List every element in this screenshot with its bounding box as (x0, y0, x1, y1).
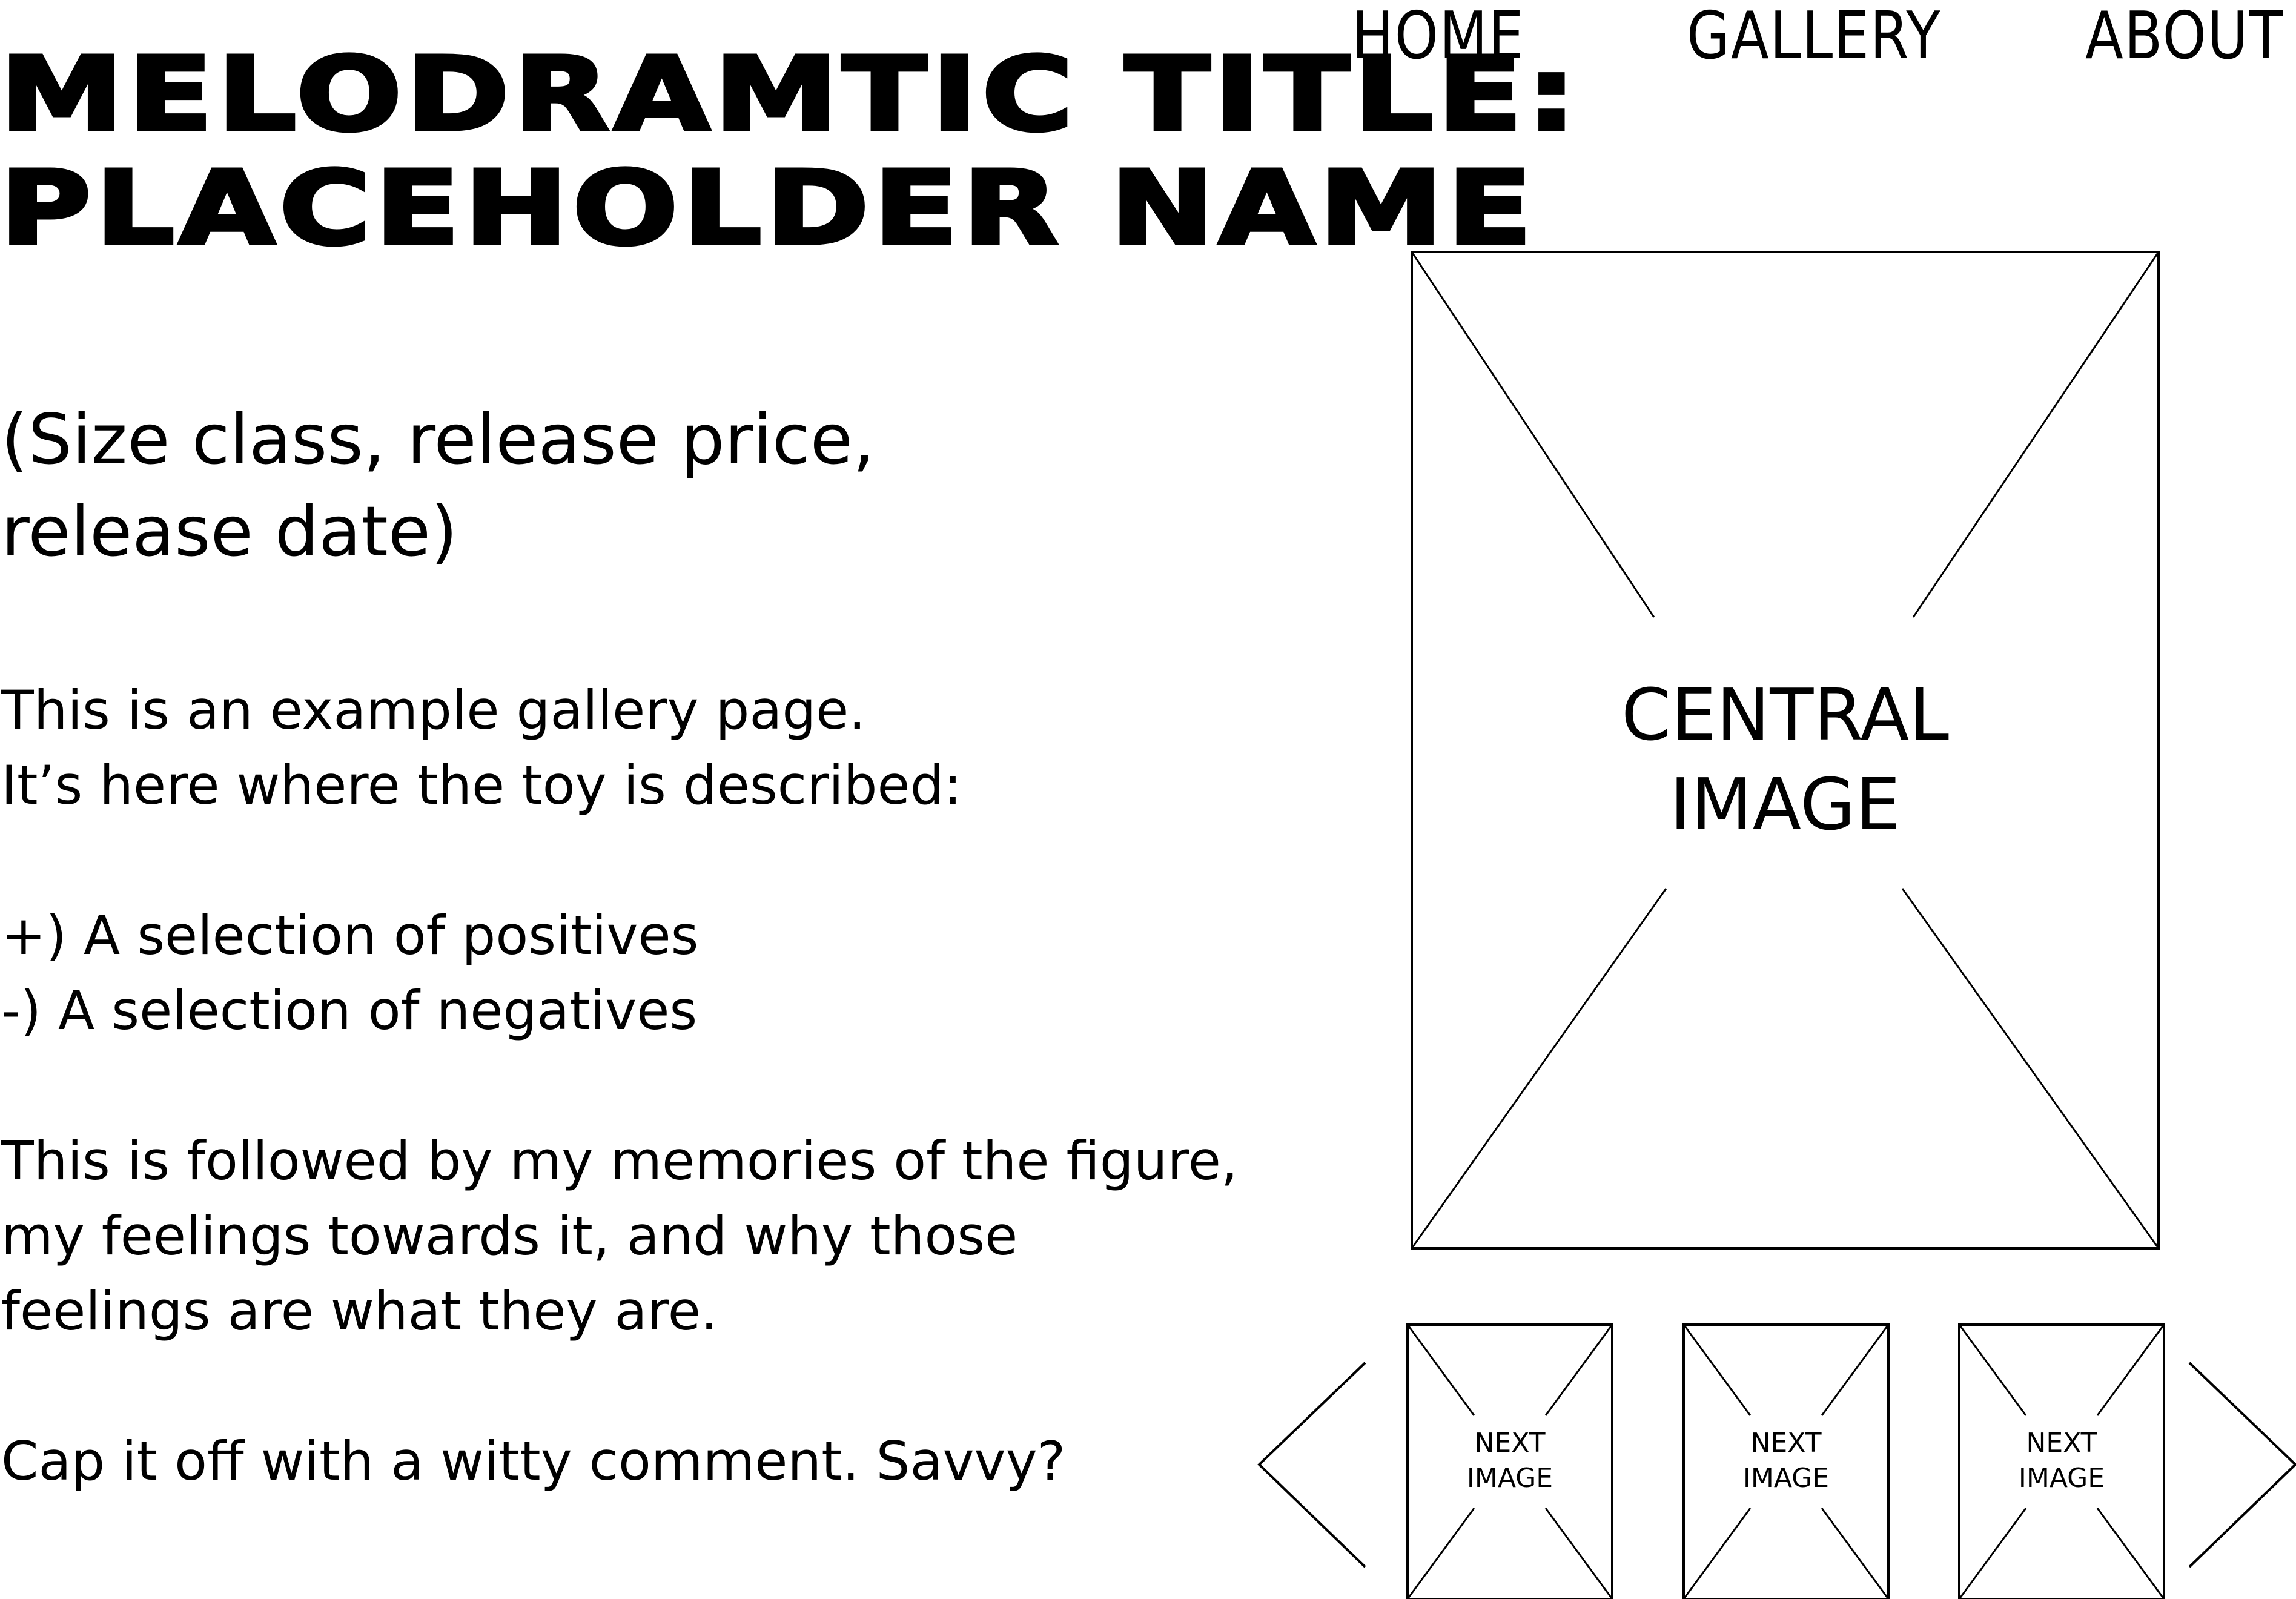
toy-description: This is an example gallery page. It’s he… (1, 673, 1243, 1499)
thumbnail-label: NEXT IMAGE (1684, 1426, 1888, 1496)
image-placeholder-icon (1406, 1323, 1613, 1599)
thumbnail-label-line-2: IMAGE (1742, 1463, 1830, 1494)
positives-line: +) A selection of positives (1, 904, 699, 967)
thumbnail-2[interactable]: NEXT IMAGE (1682, 1323, 1890, 1599)
image-placeholder-icon (1411, 251, 2160, 1250)
page-title: MELODRAMTIC TITLE: PLACEHOLDER NAME (0, 35, 1581, 268)
intro-line-1: This is an example gallery page. (1, 679, 866, 741)
toy-specs-line-2: release date) (1, 491, 458, 572)
thumbnail-label-line-2: IMAGE (2018, 1463, 2105, 1494)
intro-line-2: It’s here where the toy is described: (1, 754, 962, 816)
spacer (1, 1048, 1243, 1124)
image-placeholder-icon (1958, 1323, 2165, 1599)
central-image-placeholder: CENTRAL IMAGE (1411, 251, 2160, 1250)
chevron-right-icon (2188, 1362, 2296, 1568)
thumbnail-3[interactable]: NEXT IMAGE (1958, 1323, 2165, 1599)
nav-link-about[interactable]: ABOUT (2085, 0, 2284, 74)
toy-specs-line-1: (Size class, release price, (1, 399, 875, 480)
negatives-line: -) A selection of negatives (1, 979, 698, 1042)
spacer (1, 1349, 1243, 1424)
central-image-label-line-1: CENTRAL (1621, 673, 1949, 756)
image-placeholder-icon (1682, 1323, 1890, 1599)
memories-line-1: This is followed by my memories of the f… (1, 1130, 1238, 1192)
thumbnail-label-line-1: NEXT (1750, 1428, 1822, 1458)
memories-line-3: feelings are what they are. (1, 1280, 718, 1342)
thumbnail-1[interactable]: NEXT IMAGE (1406, 1323, 1613, 1599)
central-image-label: CENTRAL IMAGE (1412, 670, 2159, 849)
closing-line: Cap it off with a witty comment. Savvy? (1, 1430, 1066, 1492)
page-title-line-2: PLACEHOLDER NAME (0, 149, 1537, 268)
thumbnail-label-line-2: IMAGE (1466, 1463, 1553, 1494)
memories-line-2: my feelings towards it, and why those (1, 1205, 1018, 1267)
thumbnail-label: NEXT IMAGE (1959, 1426, 2164, 1496)
nav-link-home[interactable]: HOME (1352, 0, 1525, 74)
chevron-left-icon (1257, 1362, 1366, 1568)
toy-specs: (Size class, release price, release date… (1, 394, 1031, 578)
nav-link-gallery[interactable]: GALLERY (1687, 0, 1942, 74)
central-image-label-line-2: IMAGE (1669, 763, 1901, 846)
thumbnail-label-line-1: NEXT (2026, 1428, 2097, 1458)
gallery-next-button[interactable] (2183, 1360, 2296, 1569)
page-title-line-1: MELODRAMTIC TITLE: (0, 35, 1581, 154)
spacer (1, 823, 1243, 898)
thumbnail-label-line-1: NEXT (1474, 1428, 1546, 1458)
thumbnail-label: NEXT IMAGE (1408, 1426, 1612, 1496)
gallery-prev-button[interactable] (1257, 1360, 1372, 1569)
